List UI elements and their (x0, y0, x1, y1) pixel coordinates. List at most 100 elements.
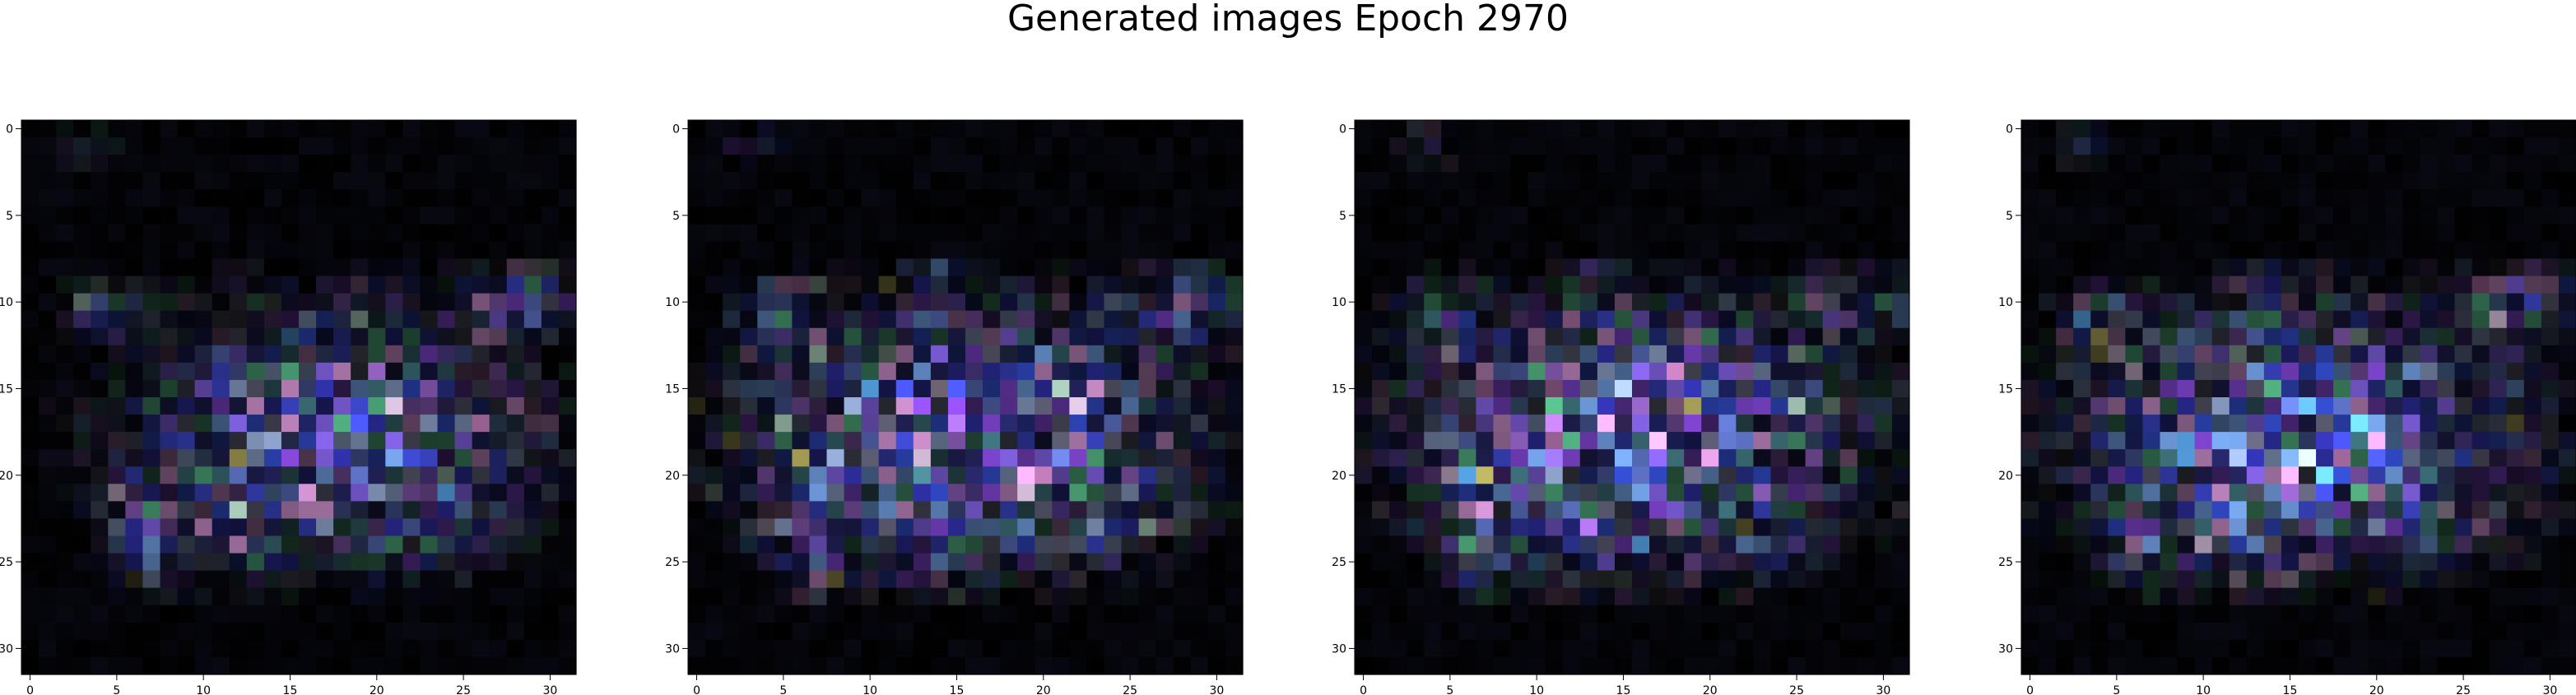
pixel (2090, 276, 2109, 294)
pixel (246, 415, 265, 433)
pixel (2299, 379, 2317, 398)
pixel (2402, 570, 2421, 589)
pixel (2194, 553, 2213, 572)
pixel (229, 535, 248, 554)
pixel (2073, 206, 2091, 225)
pixel (983, 310, 1001, 329)
pixel (73, 397, 91, 415)
pixel (2211, 345, 2230, 364)
pixel (723, 276, 741, 294)
pixel (1718, 484, 1737, 502)
pixel (1527, 570, 1546, 589)
pixel (351, 206, 369, 225)
pixel (2523, 656, 2542, 675)
pixel (1069, 501, 1088, 520)
pixel (2506, 379, 2525, 398)
pixel (878, 276, 897, 294)
pixel (2489, 415, 2508, 433)
pixel (1614, 535, 1633, 554)
pixel (177, 206, 196, 225)
pixel (895, 120, 914, 138)
pixel (1632, 276, 1650, 294)
y-tick-label: 0 (672, 123, 680, 137)
pixel (2125, 535, 2144, 554)
pixel (1891, 293, 1910, 312)
pixel (1190, 172, 1209, 190)
pixel (39, 484, 57, 502)
pixel (56, 449, 74, 467)
pixel (723, 379, 741, 398)
pixel (2437, 310, 2456, 329)
pixel (1667, 484, 1685, 502)
pixel (792, 206, 811, 225)
pixel (2056, 432, 2074, 450)
pixel (878, 397, 897, 415)
pixel (983, 293, 1001, 312)
pixel (108, 518, 126, 537)
pixel (878, 432, 897, 450)
pixel (826, 605, 845, 623)
pixel (2160, 605, 2178, 623)
pixel (506, 379, 525, 398)
pixel (895, 310, 914, 329)
pixel (861, 327, 880, 346)
pixel (1579, 656, 1598, 675)
pixel (125, 379, 144, 398)
pixel (2523, 622, 2542, 641)
x-tick-label: 0 (2026, 684, 2034, 695)
pixel (212, 449, 230, 467)
pixel (1545, 587, 1564, 606)
pixel (1891, 241, 1910, 260)
pixel (125, 189, 144, 207)
pixel (878, 449, 897, 467)
pixel (1207, 639, 1226, 658)
pixel (523, 155, 542, 173)
pixel (1597, 379, 1616, 398)
pixel (1736, 570, 1755, 589)
pixel (1173, 120, 1192, 138)
pixel (1891, 397, 1910, 415)
pixel (263, 587, 282, 606)
pixel (705, 293, 723, 312)
pixel (1632, 224, 1650, 243)
pixel (1736, 397, 1755, 415)
pixel (1527, 224, 1546, 243)
x-tick-label: 5 (113, 684, 120, 695)
pixel (558, 310, 577, 329)
pixel (1822, 466, 1841, 484)
pixel (1000, 120, 1018, 138)
pixel (2039, 587, 2057, 606)
pixel (1788, 379, 1806, 398)
y-tick-label: 20 (665, 470, 680, 483)
pixel (541, 501, 560, 520)
pixel (1857, 397, 1876, 415)
pixel (2420, 137, 2439, 155)
pixel (1770, 310, 1789, 329)
pixel (2160, 639, 2178, 658)
pixel (965, 639, 983, 658)
pixel (2281, 570, 2299, 589)
pixel (523, 241, 542, 260)
pixel (177, 137, 196, 155)
pixel (1476, 310, 1495, 329)
pixel (1788, 449, 1806, 467)
pixel (472, 466, 491, 484)
pixel (2437, 379, 2456, 398)
pixel (2142, 137, 2161, 155)
pixel (91, 362, 109, 381)
pixel (2489, 310, 2508, 329)
pixel (2194, 535, 2213, 554)
pixel (316, 639, 334, 658)
pixel (1510, 155, 1529, 173)
pixel (809, 241, 828, 260)
pixel (489, 570, 508, 589)
pixel (1562, 397, 1581, 415)
pixel (1441, 172, 1459, 190)
pixel (2194, 656, 2213, 675)
pixel (2281, 397, 2299, 415)
pixel (1579, 449, 1598, 467)
pixel (2523, 379, 2542, 398)
pixel (2541, 345, 2560, 364)
pixel (1355, 449, 1373, 467)
pixel (2420, 120, 2439, 138)
